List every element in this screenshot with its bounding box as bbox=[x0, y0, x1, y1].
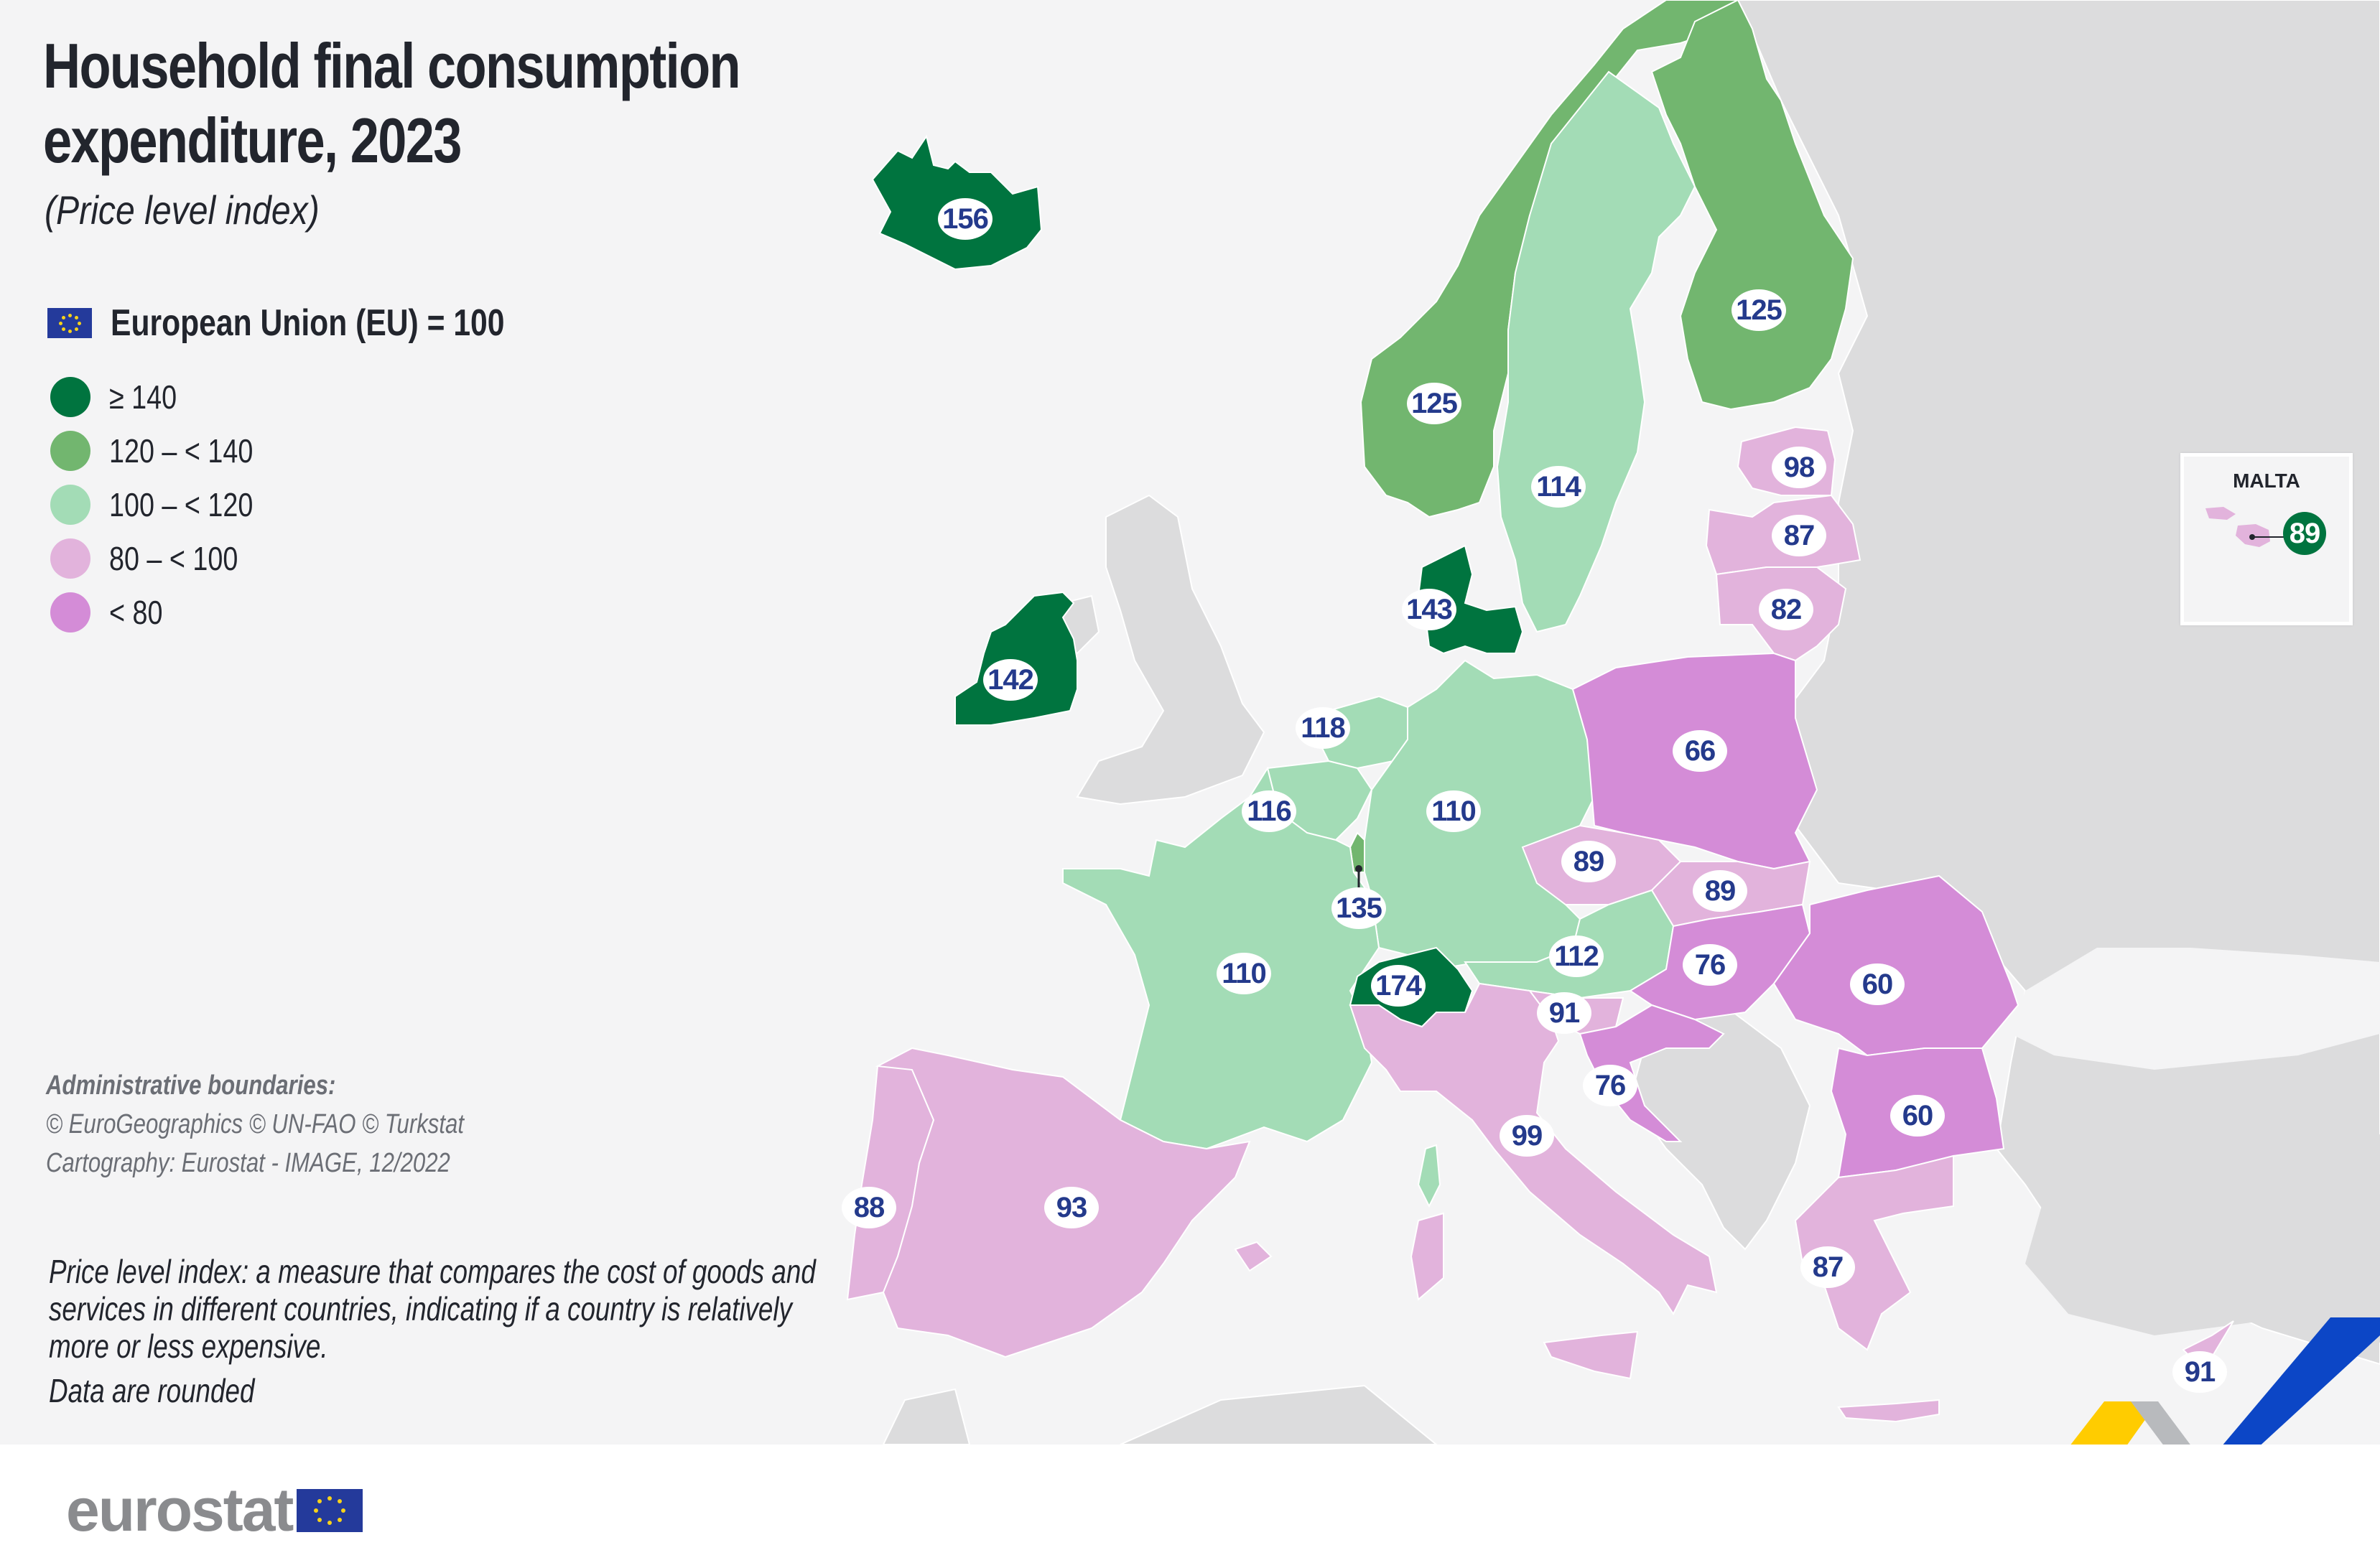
eu-reference: European Union (EU) = 100 bbox=[47, 302, 591, 345]
country-greece-crete bbox=[1837, 1399, 1940, 1423]
footer-bar bbox=[0, 1445, 2380, 1568]
malta-inset: MALTA 89 bbox=[2180, 453, 2353, 625]
malta-value-badge: 89 bbox=[2283, 512, 2326, 555]
legend-item: ≥ 140 bbox=[50, 370, 284, 424]
band-blue bbox=[2190, 1317, 2380, 1483]
country-value-badge: 112 bbox=[1549, 935, 1604, 977]
notes-copyright: © EuroGeographics © UN-FAO © Turkstat bbox=[46, 1109, 465, 1139]
country-value-badge: 116 bbox=[1242, 790, 1296, 832]
logo-text: eurostat bbox=[66, 1476, 294, 1544]
country-value-badge: 89 bbox=[1561, 841, 1616, 882]
legend-item: 100 – < 120 bbox=[50, 477, 284, 531]
country-greece bbox=[1794, 1154, 1954, 1351]
country-value-badge: 135 bbox=[1331, 887, 1386, 929]
country-value-badge: 110 bbox=[1426, 790, 1481, 832]
definition-line: more or less expensive. bbox=[49, 1327, 328, 1365]
chart-subtitle: (Price level index) bbox=[45, 187, 320, 233]
country-ireland bbox=[954, 591, 1078, 726]
country-value-badge: 156 bbox=[938, 198, 993, 240]
country-value-badge: 60 bbox=[1890, 1095, 1945, 1137]
legend-swatch-icon bbox=[50, 430, 90, 471]
country-value-badge: 87 bbox=[1772, 515, 1826, 556]
country-value-badge: 110 bbox=[1217, 953, 1271, 994]
luxembourg-dot bbox=[1355, 865, 1362, 872]
country-value-badge: 125 bbox=[1731, 289, 1786, 331]
definition-note: Price level index: a measure that compar… bbox=[49, 1253, 816, 1409]
legend-label: 100 – < 120 bbox=[109, 485, 254, 523]
country-value-badge: 99 bbox=[1500, 1115, 1554, 1157]
title-line-2: expenditure, 2023 bbox=[43, 105, 462, 176]
black-sea bbox=[2011, 948, 2380, 1070]
country-value-badge: 114 bbox=[1531, 466, 1586, 508]
country-value-badge: 125 bbox=[1407, 383, 1461, 424]
country-value-badge: 93 bbox=[1044, 1187, 1099, 1228]
eu-flag-icon bbox=[47, 308, 92, 338]
country-italy-sardinia bbox=[1410, 1212, 1444, 1301]
definition-line: Price level index: a measure that compar… bbox=[49, 1253, 816, 1290]
legend-swatch-icon bbox=[50, 538, 90, 579]
legend-label: 80 – < 100 bbox=[109, 539, 238, 577]
source-notes: Administrative boundaries: © EuroGeograp… bbox=[46, 1066, 464, 1182]
country-france-corsica bbox=[1417, 1144, 1441, 1208]
country-value-badge: 143 bbox=[1402, 589, 1456, 630]
notes-heading: Administrative boundaries: bbox=[46, 1070, 336, 1101]
eu-reference-label: European Union (EU) = 100 bbox=[111, 302, 505, 344]
country-value-badge: 89 bbox=[1693, 870, 1747, 912]
turkey bbox=[2025, 1120, 2380, 1343]
country-value-badge: 174 bbox=[1371, 965, 1426, 1007]
legend-label: < 80 bbox=[109, 593, 163, 631]
legend-swatch-icon bbox=[50, 592, 90, 633]
country-value-badge: 88 bbox=[842, 1187, 896, 1228]
legend-item: 120 – < 140 bbox=[50, 424, 284, 477]
malta-shape bbox=[2205, 507, 2284, 547]
malta-inset-title: MALTA bbox=[2233, 470, 2300, 492]
legend-swatch-icon bbox=[50, 484, 90, 525]
legend-label: 120 – < 140 bbox=[109, 431, 254, 470]
rounded-note: Data are rounded bbox=[49, 1372, 255, 1409]
country-value-badge: 87 bbox=[1800, 1246, 1855, 1288]
legend-item: 80 – < 100 bbox=[50, 531, 284, 585]
country-value-badge: 91 bbox=[1537, 992, 1591, 1034]
chart-title: Household final consumption expenditure,… bbox=[43, 29, 741, 178]
legend-label: ≥ 140 bbox=[109, 378, 177, 416]
legend-swatch-icon bbox=[50, 376, 90, 417]
definition-line: services in different countries, indicat… bbox=[49, 1290, 792, 1327]
notes-cartography: Cartography: Eurostat - IMAGE, 12/2022 bbox=[46, 1148, 450, 1178]
country-value-badge: 118 bbox=[1296, 707, 1350, 749]
country-value-badge: 66 bbox=[1673, 730, 1727, 772]
country-finland bbox=[1650, 0, 1854, 411]
country-value-badge: 142 bbox=[983, 659, 1038, 701]
legend-item: < 80 bbox=[50, 585, 284, 639]
country-value-badge: 60 bbox=[1850, 963, 1905, 1005]
country-italy-sicily bbox=[1543, 1330, 1639, 1380]
eurostat-logo: eurostat bbox=[66, 1475, 363, 1545]
legend: ≥ 140 120 – < 140 100 – < 120 80 – < 100… bbox=[50, 370, 284, 639]
logo-eu-flag-icon bbox=[297, 1488, 363, 1532]
country-spain-balearic bbox=[1234, 1241, 1273, 1272]
country-value-badge: 76 bbox=[1583, 1065, 1637, 1106]
country-value-badge: 82 bbox=[1759, 589, 1813, 630]
title-line-1: Household final consumption bbox=[43, 30, 741, 101]
country-value-badge: 76 bbox=[1683, 944, 1737, 986]
country-value-badge: 98 bbox=[1772, 447, 1826, 488]
country-value-badge: 91 bbox=[2172, 1351, 2227, 1393]
